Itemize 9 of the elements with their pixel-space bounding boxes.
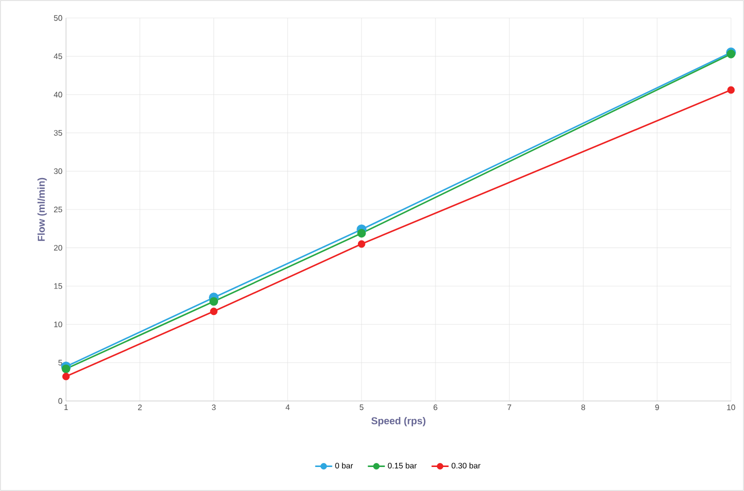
point xyxy=(727,86,735,94)
point xyxy=(62,372,70,380)
y-axis-title: Flow (ml/min) xyxy=(38,178,47,241)
point xyxy=(62,364,70,374)
point xyxy=(210,308,218,316)
point xyxy=(209,297,218,306)
point xyxy=(358,240,366,248)
point xyxy=(357,228,366,238)
x-axis-title: Speed (rps) xyxy=(371,416,426,426)
